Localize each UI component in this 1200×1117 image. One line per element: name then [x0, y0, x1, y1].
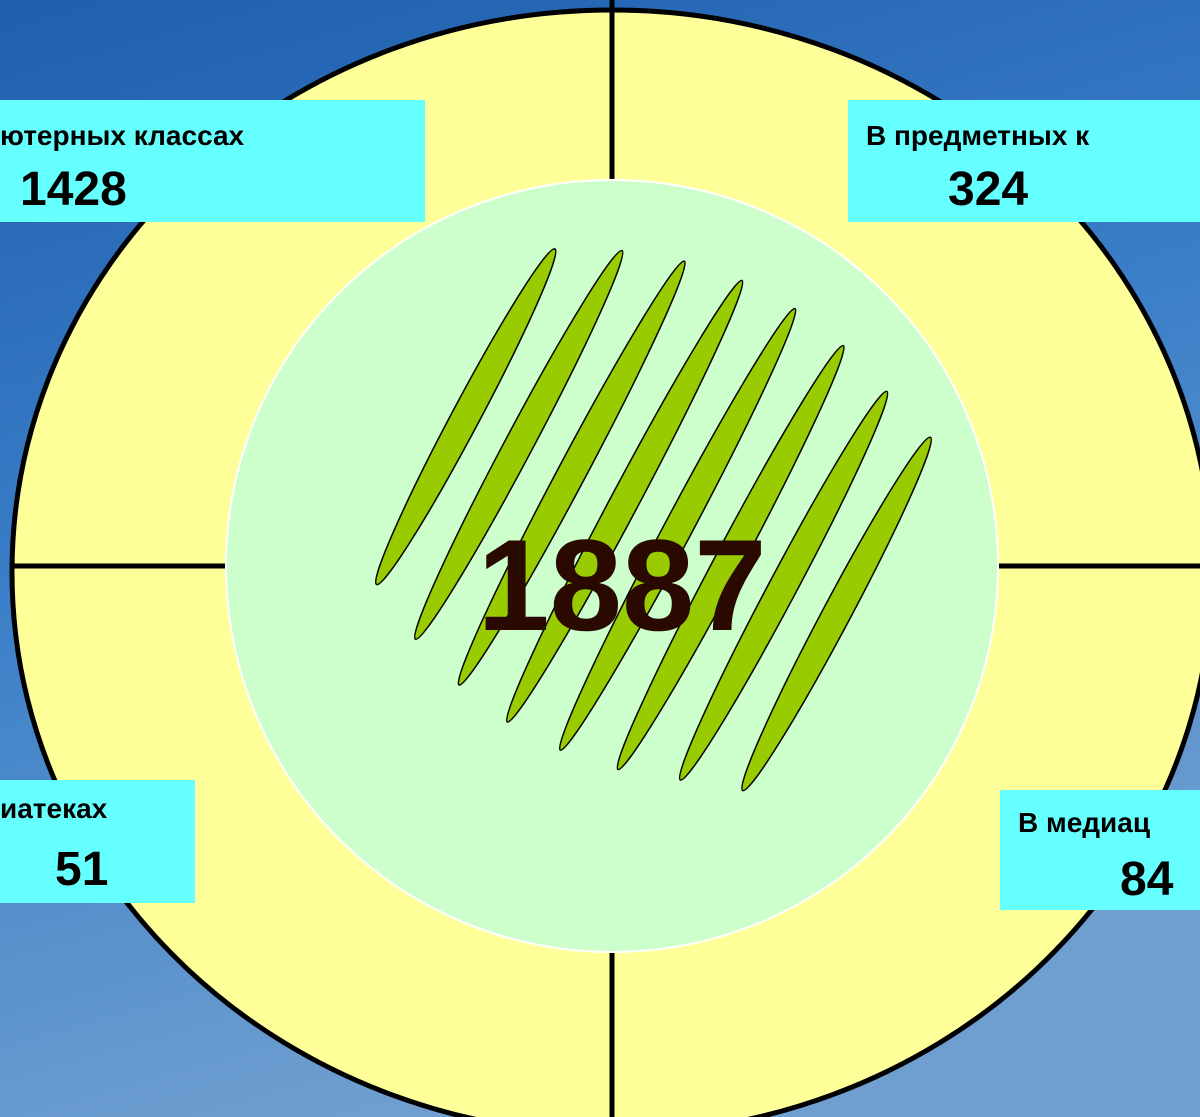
slide: 1887 ютерных классах 1428 В предметных к… — [0, 0, 1200, 1117]
quadrant-value: 51 — [55, 843, 108, 896]
quadrant-label: ютерных классах — [0, 120, 245, 151]
quadrant-label: иатеках — [0, 793, 108, 824]
page: 1887 ютерных классах 1428 В предметных к… — [0, 0, 1200, 1117]
quadrant-value: 1428 — [20, 163, 127, 216]
center-value: 1887 — [477, 512, 766, 658]
quadrant-value: 324 — [948, 163, 1028, 216]
quadrant-label: В предметных к — [866, 120, 1090, 151]
quadrant-value: 84 — [1120, 853, 1174, 906]
quadrant-label: В медиац — [1018, 807, 1150, 838]
